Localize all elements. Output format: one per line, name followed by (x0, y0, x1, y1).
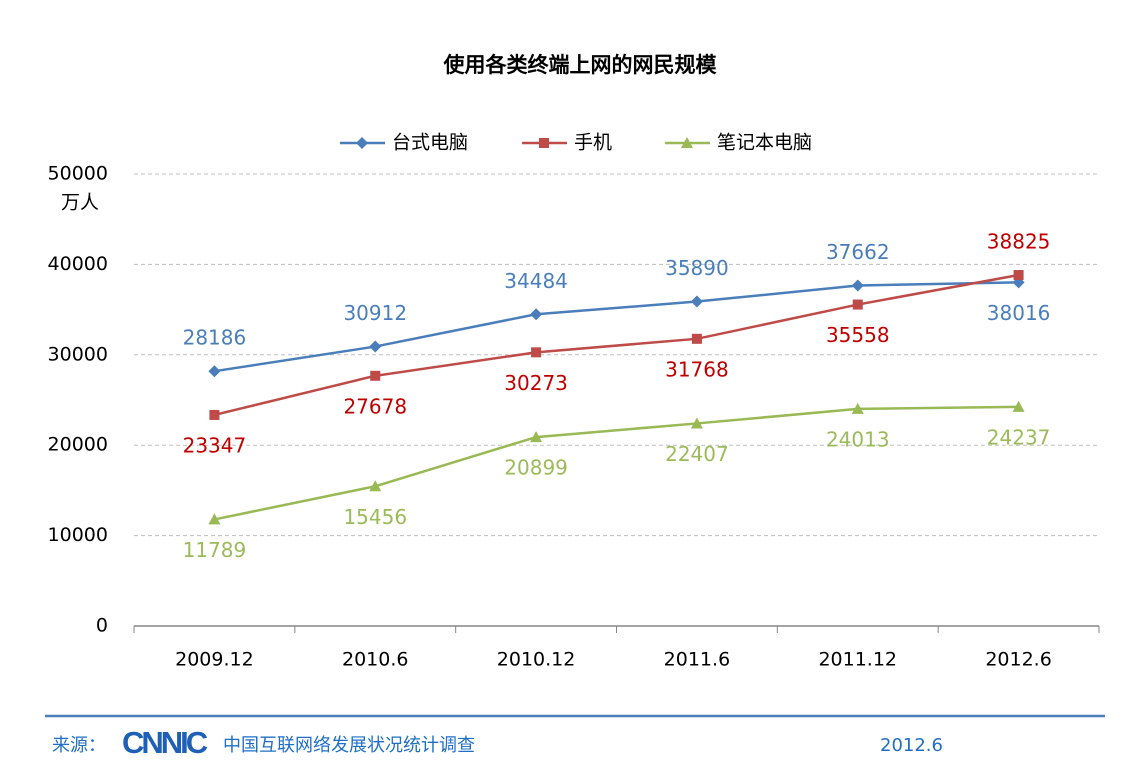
y-unit: 万人 (61, 192, 99, 214)
point (369, 340, 382, 353)
legend-marker (681, 137, 693, 148)
y-tick-label: 50000 (48, 163, 108, 185)
series-line (214, 405, 1019, 521)
organization: 中国互联网络发展状况统计调查 (223, 735, 475, 756)
chart-title: 使用各类终端上网的网民规模 (443, 53, 718, 77)
y-tick-label: 10000 (48, 524, 108, 546)
y-tick-label: 20000 (48, 434, 108, 456)
point (690, 295, 703, 308)
data-label: 35558 (826, 323, 890, 347)
data-label: 20899 (504, 456, 568, 480)
footer-date: 2012.6 (880, 735, 943, 756)
x-tick-label: 2011.6 (664, 649, 730, 671)
x-tick-label: 2009.12 (175, 649, 254, 671)
data-label: 28186 (183, 326, 247, 350)
data-label: 22407 (665, 442, 729, 466)
data-label: 30912 (343, 301, 407, 325)
point (1013, 270, 1024, 281)
data-label: 34484 (504, 269, 568, 293)
point (208, 365, 221, 378)
y-tick-label: 40000 (48, 253, 108, 275)
legend-label: 台式电脑 (392, 132, 468, 154)
y-tick-label: 0 (96, 615, 108, 637)
point (690, 417, 703, 429)
x-tick-label: 2010.6 (342, 649, 408, 671)
data-label: 15456 (343, 505, 407, 529)
series-line (214, 281, 1019, 373)
point (208, 513, 221, 525)
data-label: 24013 (826, 427, 890, 451)
data-label: 11789 (183, 538, 247, 562)
data-label: 35890 (665, 256, 729, 280)
logo: CNNIC (122, 725, 208, 760)
point (851, 402, 864, 414)
legend-label: 手机 (574, 132, 612, 154)
point (370, 370, 381, 381)
point (851, 279, 864, 292)
point (1012, 400, 1025, 412)
legend-label: 笔记本电脑 (717, 132, 812, 154)
point (531, 347, 542, 358)
point (691, 333, 702, 344)
y-tick-label: 30000 (48, 343, 108, 365)
x-tick-label: 2011.12 (818, 649, 897, 671)
data-label: 37662 (826, 240, 890, 264)
data-label: 38016 (987, 301, 1051, 325)
point (530, 431, 543, 443)
data-label: 38825 (987, 230, 1051, 254)
series-line (214, 273, 1019, 417)
data-label: 24237 (987, 425, 1051, 449)
legend-marker (539, 138, 549, 148)
point (530, 308, 543, 321)
legend-marker (356, 137, 368, 149)
data-label: 31768 (665, 357, 729, 381)
source-label: 来源： (52, 735, 106, 756)
point (209, 409, 220, 420)
point (369, 480, 382, 492)
data-label: 23347 (183, 433, 247, 457)
data-label: 27678 (343, 394, 407, 418)
data-label: 30273 (504, 371, 568, 395)
x-tick-label: 2012.6 (985, 649, 1051, 671)
x-tick-label: 2010.12 (497, 649, 576, 671)
point (852, 299, 863, 310)
